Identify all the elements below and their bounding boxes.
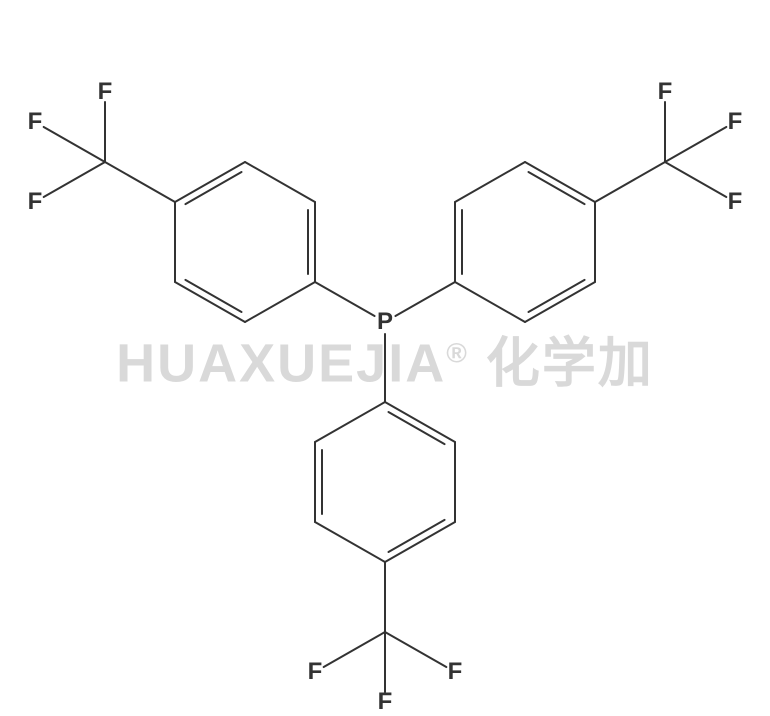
- atom-label-FA3: F: [98, 78, 113, 106]
- molecule-diagram: [0, 0, 770, 716]
- atom-label-FC2: F: [308, 658, 323, 686]
- atom-label-FB3: F: [658, 78, 673, 106]
- atom-label-FA2: F: [28, 108, 43, 136]
- atom-label-FC3: F: [378, 688, 393, 716]
- atom-label-P: P: [377, 308, 393, 336]
- atom-label-FB1: F: [728, 188, 743, 216]
- atom-label-FC1: F: [448, 658, 463, 686]
- atom-label-FB2: F: [728, 108, 743, 136]
- atom-label-FA1: F: [28, 188, 43, 216]
